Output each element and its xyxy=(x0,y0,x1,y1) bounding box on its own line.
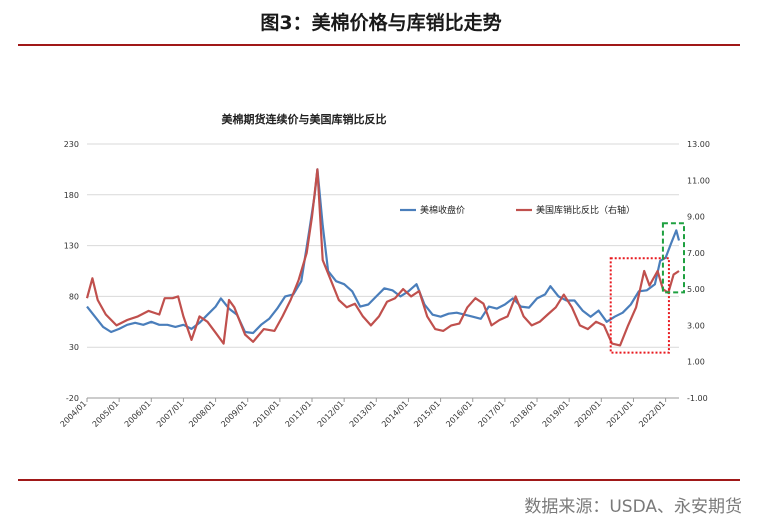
bottom-divider xyxy=(18,479,740,481)
y-right-tick-label: 5.00 xyxy=(687,285,705,294)
x-tick-label: 2021/01 xyxy=(605,399,635,429)
highlight-box-red xyxy=(609,257,670,354)
x-tick-label: 2008/01 xyxy=(187,399,217,429)
y-left-tick-label: 230 xyxy=(64,140,79,149)
figure-title: 图3：美棉价格与库销比走势 xyxy=(260,12,502,34)
y-left-tick-label: 80 xyxy=(69,292,79,301)
x-tick-label: 2006/01 xyxy=(123,399,153,429)
y-right-tick-label: 3.00 xyxy=(687,321,705,330)
x-tick-label: 2020/01 xyxy=(573,399,603,429)
ratio-series-line xyxy=(85,168,680,347)
x-tick-label: 2011/01 xyxy=(284,399,314,429)
price-series-line xyxy=(86,168,681,335)
x-tick-label: 2018/01 xyxy=(509,399,539,429)
legend-label: 美棉收盘价 xyxy=(420,204,465,216)
x-tick-label: 2017/01 xyxy=(476,399,506,429)
legend: 美棉收盘价 美国库销比反比（右轴） xyxy=(400,204,635,216)
legend-label: 美国库销比反比（右轴） xyxy=(536,204,635,216)
x-tick-label: 2013/01 xyxy=(348,399,378,429)
x-tick-label: 2014/01 xyxy=(380,399,410,429)
x-tick-label: 2004/01 xyxy=(59,399,89,429)
y-right-tick-label: 7.00 xyxy=(687,249,705,258)
chart-title: 美棉期货连续价与美国库销比反比 xyxy=(222,112,387,126)
y-left-tick-label: 30 xyxy=(69,343,79,352)
x-tick-label: 2007/01 xyxy=(155,399,185,429)
y-right-tick-label: 9.00 xyxy=(687,213,705,222)
series-layer xyxy=(85,168,681,347)
x-tick-label: 2009/01 xyxy=(219,399,249,429)
x-tick-label: 2022/01 xyxy=(637,399,667,429)
y-left-tick-label: 180 xyxy=(64,191,79,200)
cotton-price-chart: 美棉期货连续价与美国库销比反比 -20 30 80 130 180 230 -1.00 1.0… xyxy=(59,112,710,429)
x-tick-label: 2010/01 xyxy=(251,399,281,429)
annotations xyxy=(609,222,686,354)
axes: -20 30 80 130 180 230 -1.00 1.00 3.00 5.00 7.00 9.0… xyxy=(59,140,710,429)
y-right-tick-label: -1.00 xyxy=(687,394,708,403)
x-tick-label: 2016/01 xyxy=(444,399,474,429)
x-tick-label: 2015/01 xyxy=(412,399,442,429)
top-divider xyxy=(18,44,740,46)
y-left-tick-label: 130 xyxy=(64,242,79,251)
y-right-tick-label: 13.00 xyxy=(687,140,710,149)
highlight-box-green xyxy=(661,222,686,294)
source-note: 数据来源：USDA、永安期货 xyxy=(524,497,742,517)
y-right-tick-label: 1.00 xyxy=(687,358,705,367)
x-tick-label: 2012/01 xyxy=(316,399,346,429)
y-right-tick-label: 11.00 xyxy=(687,176,710,185)
x-tick-label: 2019/01 xyxy=(541,399,571,429)
y-left-tick-label: -20 xyxy=(66,394,79,403)
gridlines xyxy=(87,143,679,348)
x-tick-label: 2005/01 xyxy=(91,399,121,429)
